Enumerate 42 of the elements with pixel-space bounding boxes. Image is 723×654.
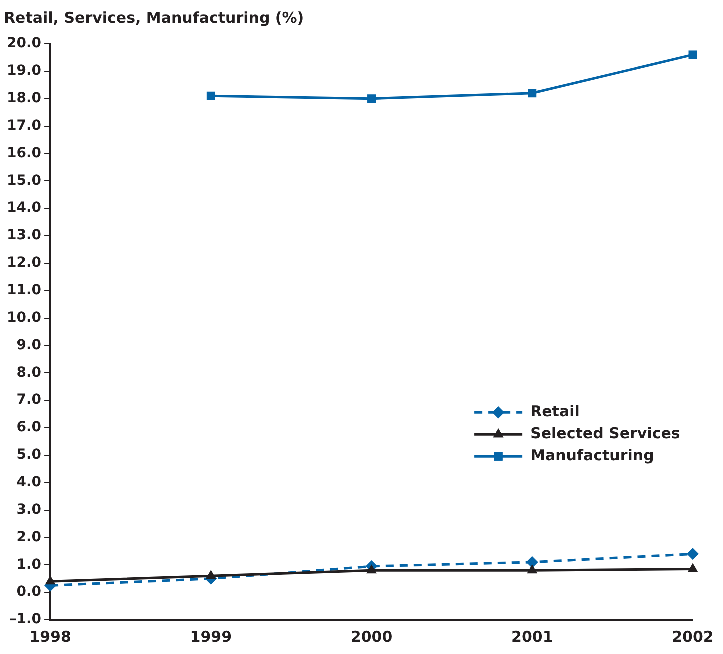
x-tick-label: 2002	[672, 628, 714, 646]
legend-label: Manufacturing	[530, 446, 654, 465]
y-tick-label: 11.0	[6, 282, 42, 298]
y-tick-label: 17.0	[6, 118, 42, 134]
x-tick-label: 2001	[512, 628, 554, 646]
y-tick-label: 19.0	[6, 63, 42, 80]
point	[528, 89, 537, 98]
legend-label: Retail	[530, 402, 580, 421]
legend-label: Selected Services	[530, 424, 680, 443]
y-tick-label: 15.0	[6, 172, 42, 189]
y-tick-label: –1.0	[10, 612, 42, 628]
x-tick-label: 2000	[350, 628, 393, 646]
y-tick-label: 4.0	[16, 474, 42, 490]
y-tick-label: 8.0	[16, 364, 42, 381]
y-tick-label: 6.0	[16, 420, 42, 436]
y-tick-label: 2.0	[16, 529, 42, 546]
y-tick-label: 13.0	[6, 228, 42, 244]
point	[206, 570, 216, 580]
y-tick-label: 16.0	[6, 145, 42, 162]
point	[206, 92, 216, 100]
y-tick-label: 12.0	[6, 255, 42, 272]
y-tick-label: 1.0	[16, 556, 42, 573]
point	[366, 564, 377, 574]
y-tick-label: 18.0	[6, 90, 42, 106]
y-axis-title: Retail, Services, Manufacturing (%)	[4, 8, 304, 27]
point	[526, 556, 538, 568]
x-tick-label: 1999	[190, 628, 232, 646]
y-tick-label: 7.0	[16, 392, 42, 408]
y-tick-label: 14.0	[6, 200, 42, 216]
y-tick-label: 3.0	[16, 502, 42, 518]
point	[688, 50, 698, 60]
y-tick-label: 0.0	[16, 584, 42, 600]
y-tick-label: 5.0	[16, 447, 42, 464]
point	[45, 576, 56, 585]
point	[368, 94, 376, 104]
point	[527, 564, 538, 574]
point	[687, 548, 699, 560]
y-tick-label: 9.0	[16, 337, 42, 354]
x-tick-label: 1998	[30, 628, 72, 646]
point	[688, 563, 698, 572]
y-tick-label: 20.0	[6, 36, 42, 52]
y-tick-label: 10.0	[6, 310, 42, 326]
